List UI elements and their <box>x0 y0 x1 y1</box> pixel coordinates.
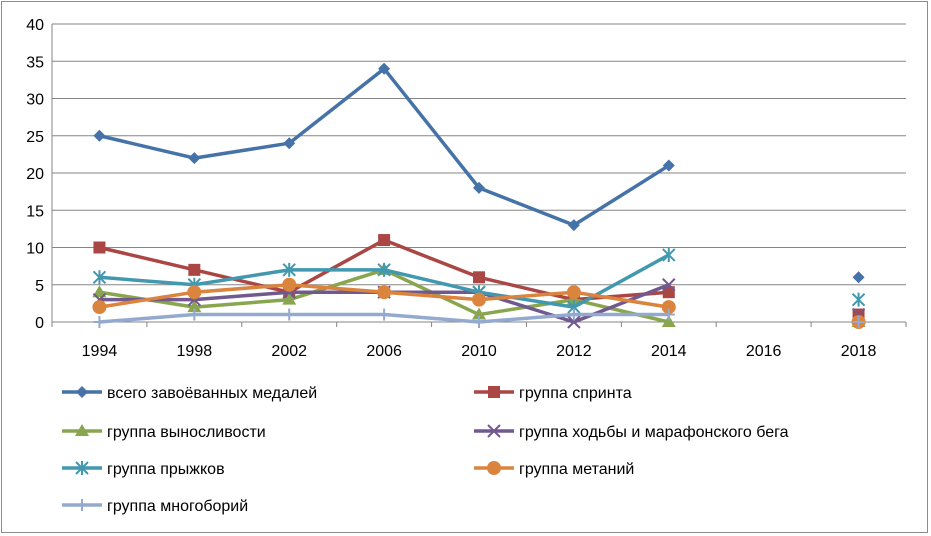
series-line <box>99 66 670 227</box>
data-point <box>662 247 676 262</box>
series-4 <box>92 247 866 315</box>
legend-item: группа ходьбы и марафонского бега <box>474 424 789 441</box>
data-point <box>472 307 486 320</box>
x-tick-label: 2018 <box>841 343 877 360</box>
data-point <box>473 271 485 284</box>
x-tick-label: 1998 <box>177 343 213 360</box>
data-point <box>852 316 865 328</box>
x-tick-label: 2002 <box>271 343 307 360</box>
data-point <box>283 308 296 321</box>
data-point <box>187 300 202 313</box>
data-point <box>93 129 106 142</box>
legend-item: группа многоборий <box>62 498 248 515</box>
plot-series <box>92 62 866 329</box>
data-point <box>92 300 107 315</box>
legend-marker <box>76 386 88 398</box>
data-point <box>188 308 201 321</box>
data-point <box>378 234 391 247</box>
x-tick-label: 2006 <box>366 343 402 360</box>
series-6 <box>93 308 865 328</box>
legend-item: группа спринта <box>474 385 632 402</box>
x-tick-label: 2012 <box>556 343 592 360</box>
data-point <box>283 137 296 150</box>
data-point <box>662 159 675 172</box>
y-tick-label: 25 <box>26 129 44 146</box>
y-axis-ticks: 0 5 10 15 20 25 30 35 40 <box>26 17 44 332</box>
legend-marker <box>76 499 88 511</box>
y-tick-label: 20 <box>26 166 44 183</box>
data-point <box>567 308 580 321</box>
x-tick-label: 2014 <box>651 343 687 360</box>
data-point <box>473 316 485 328</box>
legend-item: группа метаний <box>474 461 634 478</box>
legend-marker <box>487 461 501 475</box>
x-tick-label: 2010 <box>461 343 497 360</box>
x-tick-label: 1994 <box>82 343 118 360</box>
data-point <box>473 181 485 194</box>
data-point <box>661 315 676 327</box>
series-0 <box>93 62 865 284</box>
data-point <box>282 292 297 305</box>
data-point <box>377 262 391 277</box>
y-tick-label: 10 <box>26 241 44 258</box>
legend: всего завоёванных медалей группа спринта г… <box>62 385 789 515</box>
legend-label: группа многоборий <box>107 498 248 515</box>
data-point <box>472 292 486 307</box>
data-point <box>567 315 581 329</box>
data-point <box>378 308 391 321</box>
y-tick-label: 30 <box>26 92 44 109</box>
data-point <box>92 270 107 285</box>
y-tick-label: 40 <box>26 17 44 34</box>
y-tick-label: 15 <box>26 203 44 220</box>
legend-label: группа метаний <box>519 461 634 478</box>
legend-marker <box>488 386 500 398</box>
x-tick-label: 2016 <box>746 343 782 360</box>
data-point <box>852 271 865 284</box>
data-point <box>282 277 297 292</box>
data-point <box>662 286 675 299</box>
data-point <box>92 285 107 298</box>
legend-marker <box>487 424 501 438</box>
y-tick-label: 35 <box>26 54 44 71</box>
legend-label: группа прыжков <box>107 461 225 478</box>
legend-label: группа выносливости <box>107 424 266 441</box>
legend-item: всего завоёванных медалей <box>62 385 317 402</box>
legend-item: группа прыжков <box>62 461 225 478</box>
data-point <box>93 316 106 328</box>
legend-marker <box>75 424 89 436</box>
data-point <box>93 241 106 254</box>
y-tick-label: 0 <box>35 315 44 332</box>
y-tick-label: 5 <box>35 278 44 295</box>
data-point <box>282 262 296 277</box>
data-point <box>378 62 391 75</box>
data-point <box>661 300 676 315</box>
legend-item: группа выносливости <box>62 424 266 441</box>
data-point <box>377 285 392 300</box>
legend-label: группа ходьбы и марафонского бега <box>519 424 789 441</box>
series-5 <box>92 277 866 329</box>
data-point <box>188 263 201 276</box>
data-point <box>662 278 676 292</box>
data-point <box>188 152 201 165</box>
data-point <box>851 292 866 307</box>
x-axis-ticks: 1994 1998 2002 2006 2010 2012 2014 2016 2018 <box>51 322 907 360</box>
data-point <box>566 285 581 300</box>
data-point <box>567 219 580 232</box>
legend-label: всего завоёванных медалей <box>107 385 317 402</box>
data-point <box>187 285 202 300</box>
data-point <box>662 308 675 321</box>
legend-marker <box>75 461 89 475</box>
legend-label: группа спринта <box>519 385 632 402</box>
